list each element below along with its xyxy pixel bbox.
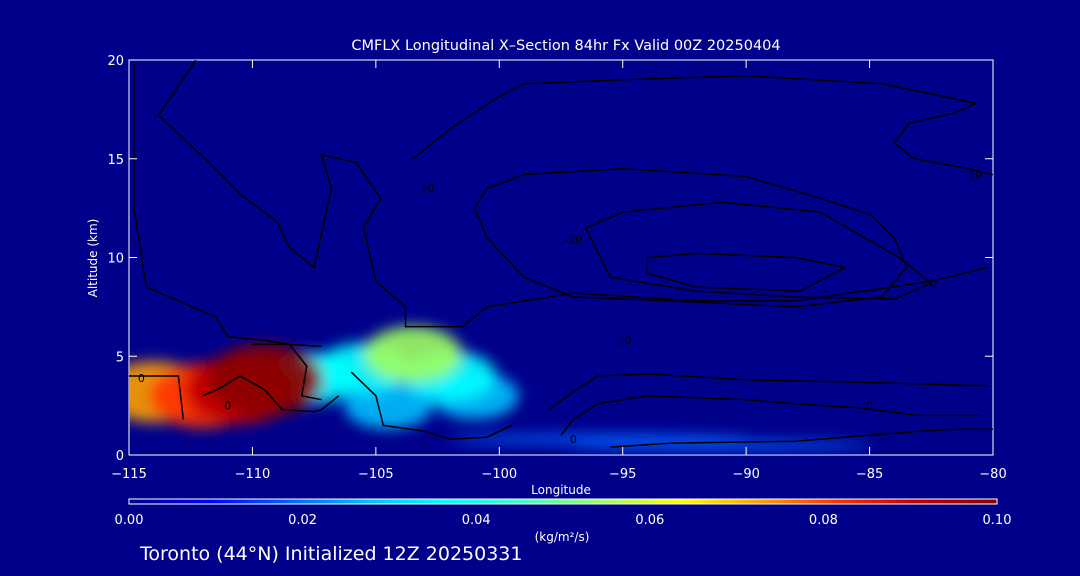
x-tick-label: −115 [111,467,147,482]
chart-title: CMFLX Longitudinal X–Section 84hr Fx Val… [351,38,780,54]
y-tick-label: 10 [107,252,124,267]
y-axis: 0 5 10 15 20 [107,54,993,464]
contour-line-7 [202,375,340,413]
colorbar-units: (kg/m²/s) [535,530,590,544]
contour-line-3 [473,167,908,308]
colorbar-tick-label: 0.10 [983,513,1012,528]
contour-label-0: -10 [416,182,434,195]
x-tick-label: −90 [732,467,759,482]
x-tick-label: −105 [358,467,394,482]
colorbar-tick-label: 0.08 [809,513,838,528]
contour-labels: -10 -20 -10 0 -10 0 0 0 0 [138,169,982,447]
contour-line-0 [157,60,989,328]
contour-label-8: 0 [224,400,231,413]
contour-line-6 [129,375,185,420]
contour-line-2 [412,75,993,176]
contour-line-5 [646,252,848,292]
contour-label-7: 0 [570,433,577,446]
contour-label-5: 0 [138,372,145,385]
colorbar-ticks: 0.00 0.02 0.04 0.06 0.08 0.10 [115,513,1012,528]
contour-label-3: 0 [930,277,937,290]
plume-7 [363,326,462,383]
x-axis: −115 −110 −105 −100 −95 −90 −85 −80 [111,60,1007,482]
plume-3 [344,382,433,430]
contour-label-6: 0 [866,400,873,413]
contour-line-8 [252,343,322,401]
contour-lines [129,60,993,448]
colorbar-tick-label: 0.02 [288,513,317,528]
x-tick-label: −100 [481,467,517,482]
x-tick-label: −80 [979,467,1006,482]
y-tick-label: 20 [107,54,124,69]
x-tick-label: −110 [235,467,271,482]
contour-label-4: -10 [614,334,632,347]
colorbar-tick-label: 0.06 [635,513,664,528]
contour-line-9 [350,371,512,440]
y-tick-label: 5 [116,350,124,365]
colorbar-tick-label: 0.00 [115,513,144,528]
x-tick-label: −85 [856,467,883,482]
contour-line-11 [560,395,981,436]
flux-field [129,326,872,451]
colorbar [128,498,998,505]
y-axis-label: Altitude (km) [86,219,100,298]
colorbar-tick-label: 0.04 [462,513,491,528]
contour-label-1: -20 [564,234,582,247]
y-tick-label: 15 [107,153,124,168]
plume-1 [448,434,749,445]
contour-line-4 [585,201,933,300]
x-tick-label: −95 [609,467,636,482]
footer-caption: Toronto (44°N) Initialized 12Z 20250331 [139,543,523,565]
contour-line-12 [610,428,993,448]
plume-11 [206,343,323,416]
y-tick-label: 0 [116,449,124,464]
contour-line-10 [548,373,989,411]
x-axis-label: Longitude [531,483,591,497]
contour-label-2: -10 [964,169,982,182]
